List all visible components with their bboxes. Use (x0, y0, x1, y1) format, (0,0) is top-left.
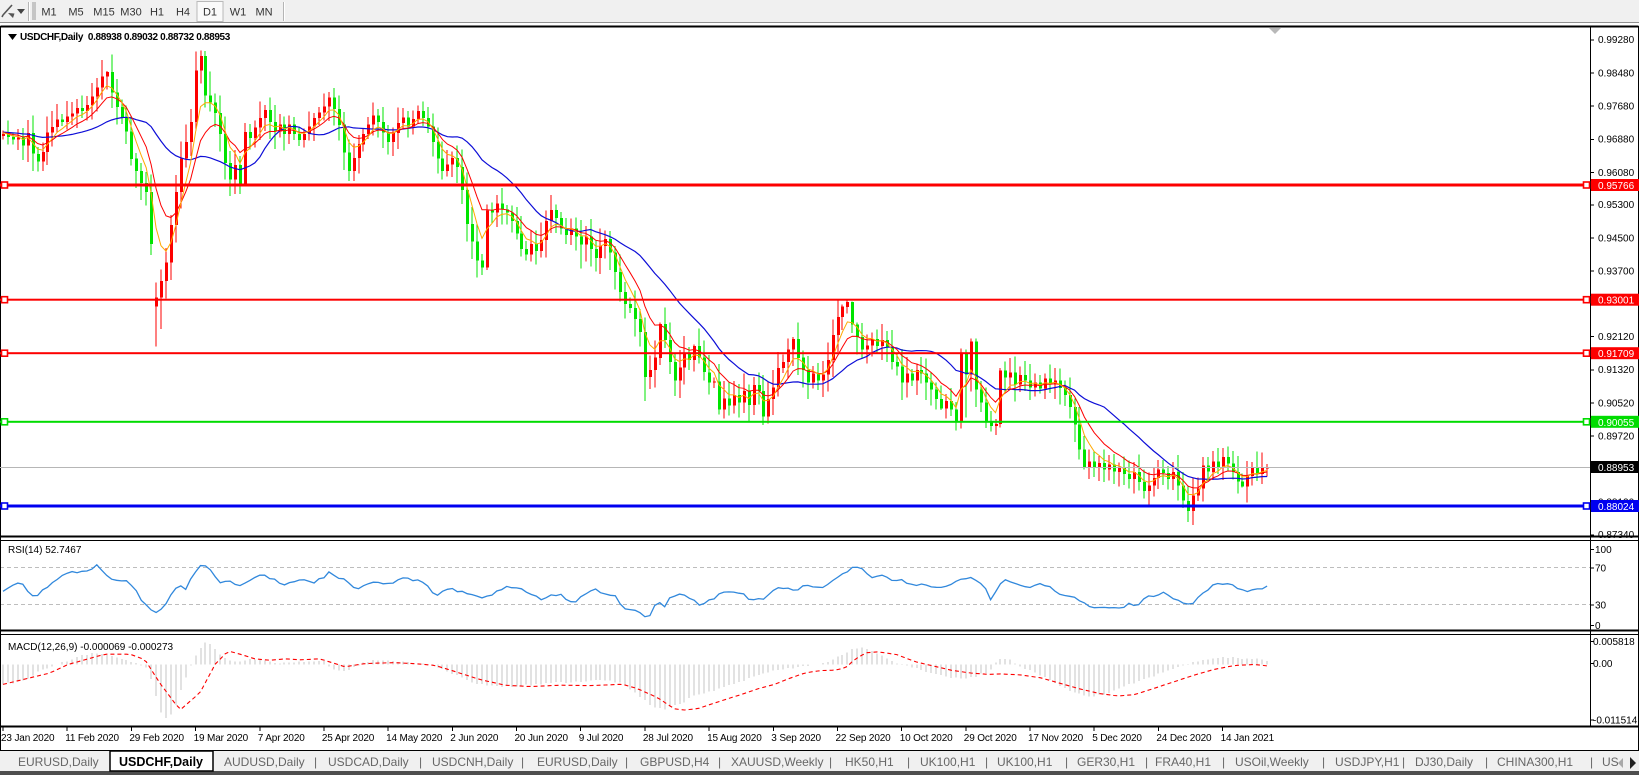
svg-text:0.92120: 0.92120 (1598, 332, 1635, 343)
svg-text:24 Dec 2020: 24 Dec 2020 (1156, 733, 1212, 744)
svg-text:|: | (1402, 755, 1405, 769)
svg-text:0.94500: 0.94500 (1598, 233, 1635, 244)
svg-text:CHINA300,H1: CHINA300,H1 (1497, 755, 1573, 769)
svg-text:0.95766: 0.95766 (1598, 181, 1635, 192)
svg-text:0.90055: 0.90055 (1598, 418, 1635, 429)
svg-text:19 Mar 2020: 19 Mar 2020 (194, 733, 249, 744)
svg-text:0.90520: 0.90520 (1598, 398, 1635, 409)
svg-text:7 Apr 2020: 7 Apr 2020 (258, 733, 305, 744)
svg-text:H1: H1 (150, 7, 164, 19)
svg-text:USDCHF,Daily: USDCHF,Daily (119, 755, 203, 769)
svg-text:|: | (1485, 755, 1488, 769)
svg-text:0.87340: 0.87340 (1598, 530, 1635, 541)
svg-text:0.95300: 0.95300 (1598, 200, 1635, 211)
svg-text:0.99280: 0.99280 (1598, 35, 1635, 46)
svg-text:HK50,H1: HK50,H1 (845, 755, 894, 769)
svg-text:RSI(14) 52.7467: RSI(14) 52.7467 (8, 545, 82, 556)
svg-text:|: | (718, 755, 721, 769)
svg-text:15 Aug 2020: 15 Aug 2020 (707, 733, 762, 744)
svg-text:EURUSD,Daily: EURUSD,Daily (18, 755, 99, 769)
svg-text:5 Dec 2020: 5 Dec 2020 (1092, 733, 1142, 744)
svg-text:0.96880: 0.96880 (1598, 135, 1635, 146)
svg-text:17 Nov 2020: 17 Nov 2020 (1028, 733, 1084, 744)
svg-text:100: 100 (1595, 545, 1612, 556)
svg-text:|: | (521, 755, 524, 769)
svg-text:DJ30,Daily: DJ30,Daily (1415, 755, 1473, 769)
svg-text:|: | (1322, 755, 1325, 769)
svg-text:0.93700: 0.93700 (1598, 266, 1635, 277)
svg-text:FRA40,H1: FRA40,H1 (1155, 755, 1211, 769)
svg-text:|: | (829, 755, 832, 769)
svg-text:|: | (625, 755, 628, 769)
svg-text:|: | (1590, 755, 1593, 769)
svg-text:XAUUSD,Weekly: XAUUSD,Weekly (731, 755, 823, 769)
svg-text:0.97680: 0.97680 (1598, 101, 1635, 112)
svg-text:M30: M30 (120, 7, 141, 19)
svg-text:0.88024: 0.88024 (1598, 502, 1635, 513)
svg-text:0.89720: 0.89720 (1598, 431, 1635, 442)
svg-text:D1: D1 (203, 7, 217, 19)
svg-text:0.00: 0.00 (1593, 659, 1613, 670)
svg-text:3 Sep 2020: 3 Sep 2020 (771, 733, 821, 744)
svg-text:0: 0 (1595, 621, 1601, 632)
svg-text:MACD(12,26,9) -0.000069 -0.000: MACD(12,26,9) -0.000069 -0.000273 (8, 642, 174, 653)
svg-text:UK100,H1: UK100,H1 (920, 755, 976, 769)
svg-text:|: | (1145, 755, 1148, 769)
svg-text:UK100,H1: UK100,H1 (997, 755, 1053, 769)
svg-text:30: 30 (1595, 600, 1607, 611)
svg-text:|: | (985, 755, 988, 769)
svg-text:|: | (907, 755, 910, 769)
svg-text:11 Feb 2020: 11 Feb 2020 (65, 733, 119, 744)
svg-text:USOil,Weekly: USOil,Weekly (1235, 755, 1309, 769)
svg-text:|: | (1222, 755, 1225, 769)
svg-text:|: | (314, 755, 317, 769)
svg-text:M1: M1 (41, 7, 56, 19)
svg-text:28 Jul 2020: 28 Jul 2020 (643, 733, 694, 744)
svg-text:23 Jan 2020: 23 Jan 2020 (1, 733, 55, 744)
svg-text:-0.011514: -0.011514 (1593, 715, 1638, 726)
svg-text:0.005818: 0.005818 (1593, 637, 1635, 648)
svg-text:USDJPY,H1: USDJPY,H1 (1335, 755, 1400, 769)
svg-text:9 Jul 2020: 9 Jul 2020 (579, 733, 624, 744)
svg-text:USDCAD,Daily: USDCAD,Daily (328, 755, 409, 769)
svg-text:0.91320: 0.91320 (1598, 365, 1635, 376)
svg-text:US: US (1602, 755, 1619, 769)
svg-text:25 Apr 2020: 25 Apr 2020 (322, 733, 375, 744)
svg-text:29 Oct 2020: 29 Oct 2020 (964, 733, 1017, 744)
svg-text:22 Sep 2020: 22 Sep 2020 (836, 733, 892, 744)
svg-text:0.98480: 0.98480 (1598, 68, 1635, 79)
svg-text:0.88953: 0.88953 (1598, 463, 1635, 474)
svg-text:M15: M15 (93, 7, 114, 19)
svg-text:|: | (1065, 755, 1068, 769)
svg-text:H4: H4 (176, 7, 190, 19)
svg-text:USDCHF,Daily 0.88938 0.89032: USDCHF,Daily 0.88938 0.89032 0.88732 0.8… (20, 32, 231, 43)
svg-text:W1: W1 (230, 7, 247, 19)
svg-text:2 Jun 2020: 2 Jun 2020 (450, 733, 499, 744)
svg-text:14 May 2020: 14 May 2020 (386, 733, 443, 744)
svg-text:M5: M5 (68, 7, 83, 19)
svg-text:GBPUSD,H4: GBPUSD,H4 (640, 755, 710, 769)
svg-text:|: | (419, 755, 422, 769)
svg-text:GER30,H1: GER30,H1 (1077, 755, 1135, 769)
svg-text:0.96080: 0.96080 (1598, 168, 1635, 179)
svg-text:AUDUSD,Daily: AUDUSD,Daily (224, 755, 305, 769)
svg-text:14 Jan 2021: 14 Jan 2021 (1221, 733, 1275, 744)
svg-text:70: 70 (1595, 563, 1607, 574)
svg-text:EURUSD,Daily: EURUSD,Daily (537, 755, 618, 769)
svg-text:MN: MN (255, 7, 272, 19)
svg-text:USDCNH,Daily: USDCNH,Daily (432, 755, 513, 769)
svg-text:20 Jun 2020: 20 Jun 2020 (515, 733, 569, 744)
svg-text:0.91709: 0.91709 (1598, 349, 1635, 360)
svg-text:10 Oct 2020: 10 Oct 2020 (900, 733, 953, 744)
svg-text:0.93001: 0.93001 (1598, 296, 1635, 307)
svg-text:29 Feb 2020: 29 Feb 2020 (129, 733, 184, 744)
